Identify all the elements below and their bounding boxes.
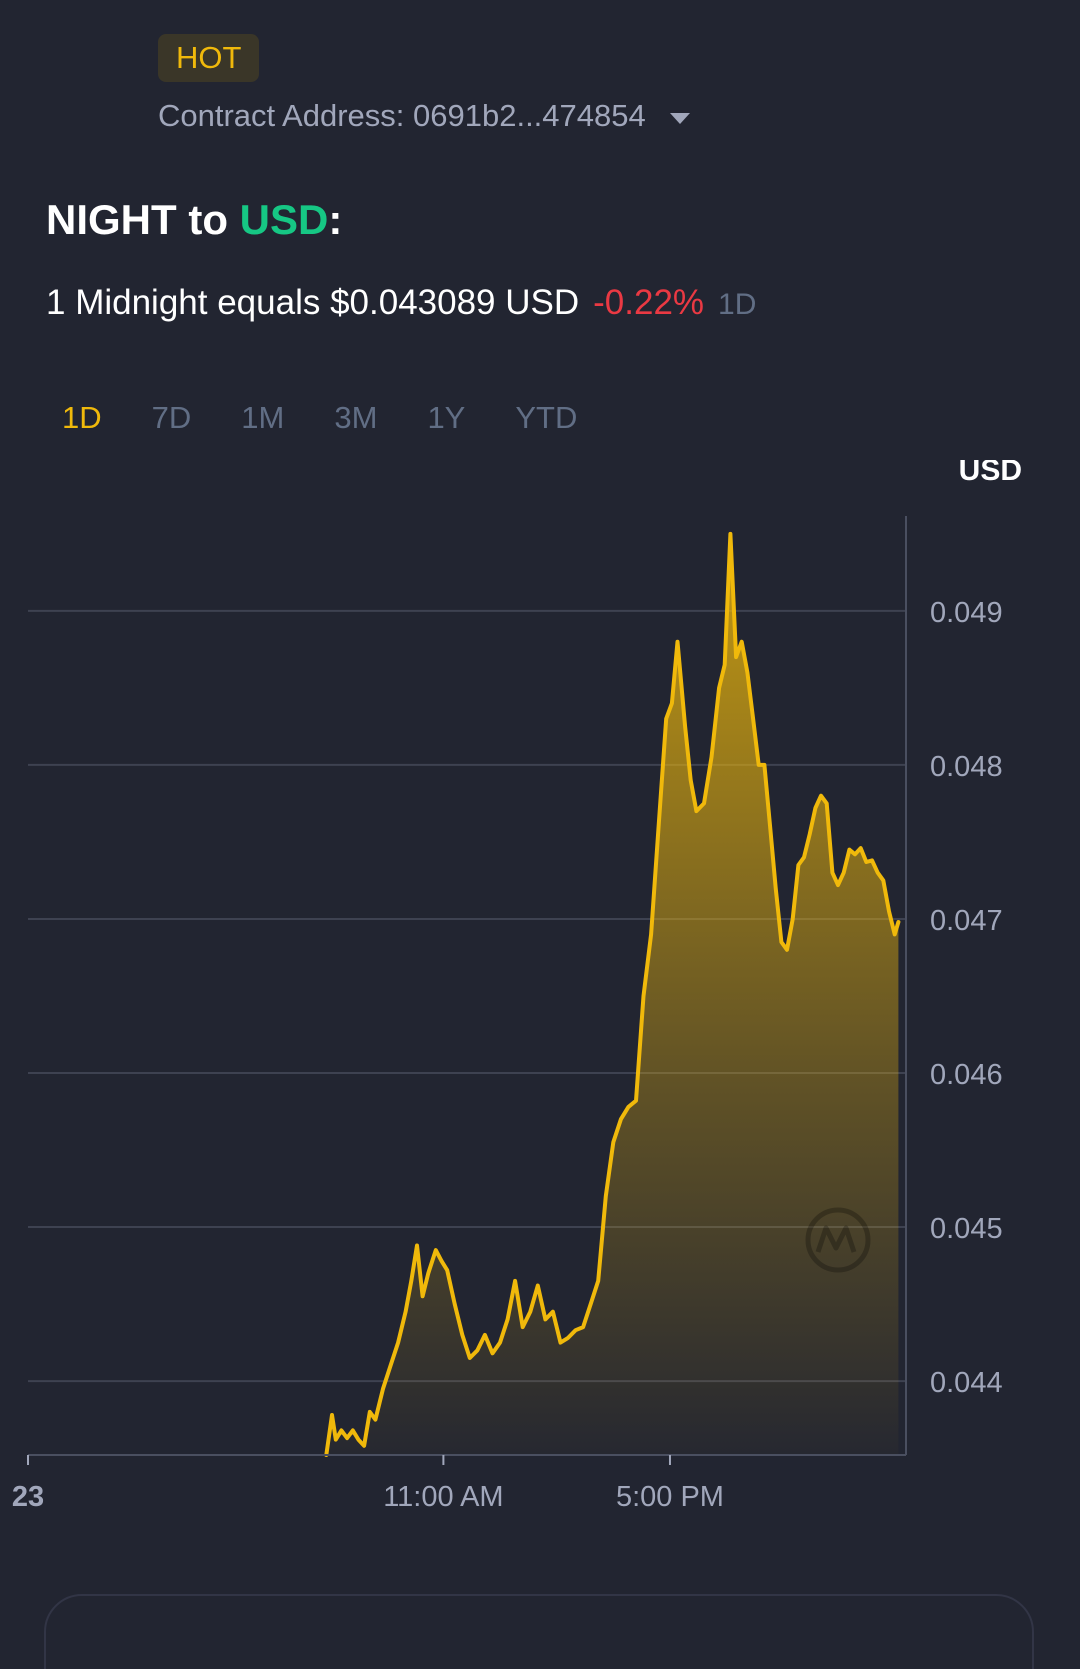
y-axis-unit-label: USD — [959, 460, 1022, 487]
x-tick-label: 5:00 PM — [616, 1481, 724, 1513]
conversion-summary: 1 Midnight equals $0.043089 USD -0.22% 1… — [46, 283, 756, 323]
base-symbol: NIGHT — [46, 196, 177, 243]
contract-address-dropdown[interactable]: Contract Address: 0691b2...474854 — [158, 98, 690, 134]
price-area-fill — [326, 533, 899, 1455]
x-tick-label: 23 — [12, 1481, 44, 1513]
change-period: 1D — [718, 288, 757, 321]
y-tick-label: 0.049 — [930, 597, 1003, 629]
quote-symbol: USD — [239, 196, 329, 243]
conversion-text: 1 Midnight equals $0.043089 USD — [46, 283, 580, 322]
y-tick-label: 0.044 — [930, 1367, 1003, 1399]
hot-badge-label: HOT — [176, 40, 242, 75]
contract-address-label: Contract Address: 0691b2...474854 — [158, 98, 646, 133]
y-tick-label: 0.047 — [930, 905, 1003, 937]
price-line — [324, 531, 901, 1457]
chevron-down-icon — [669, 112, 690, 124]
price-change: -0.22% — [593, 283, 705, 322]
tab-1y[interactable]: 1Y — [427, 400, 466, 435]
pair-connector: to — [188, 196, 228, 243]
y-tick-label: 0.045 — [930, 1213, 1003, 1245]
title-colon: : — [328, 196, 343, 243]
x-tick-label: 11:00 AM — [383, 1481, 503, 1513]
page-title: NIGHT to USD: — [46, 196, 342, 244]
tab-ytd[interactable]: YTD — [515, 400, 578, 435]
watermark-logo-icon — [805, 1207, 871, 1273]
tab-1d[interactable]: 1D — [62, 400, 102, 435]
tab-3m[interactable]: 3M — [334, 400, 378, 435]
hot-badge: HOT — [158, 34, 260, 82]
converter-card[interactable] — [44, 1594, 1034, 1669]
tab-7d[interactable]: 7D — [151, 400, 192, 435]
y-tick-label: 0.046 — [930, 1059, 1003, 1091]
timeframe-tabs: 1D 7D 1M 3M 1Y YTD — [62, 400, 627, 436]
y-tick-label: 0.048 — [930, 751, 1003, 783]
price-chart-svg[interactable]: USD 0.049 0.048 0.047 0.046 0.045 0.044 23 11:… — [0, 460, 1080, 1520]
tab-1m[interactable]: 1M — [241, 400, 285, 435]
price-chart[interactable]: USD 0.049 0.048 0.047 0.046 0.045 0.044 23 11:… — [0, 460, 1080, 1520]
